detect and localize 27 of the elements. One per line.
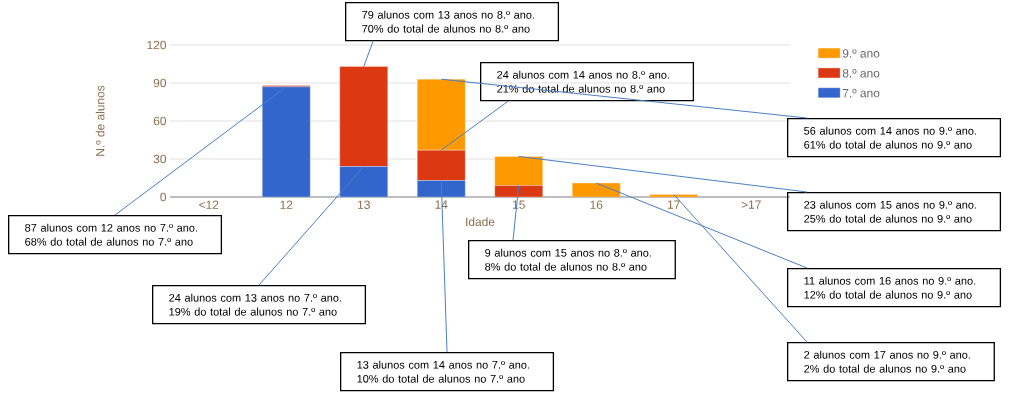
annotation: 56 alunos com 14 anos no 9.º ano. 61% do total de alunos no 9.º ano	[804, 126, 976, 149]
annotation: 79 alunos com 13 anos no 8.º ano. 70% do total de alunos no 8.º ano	[362, 10, 534, 33]
legend-label: 8.º ano	[842, 69, 880, 78]
annotation: 2 alunos com 17 anos no 9.º ano. 2% do total de alunos no 9.º ano	[804, 350, 970, 373]
annotation: 23 alunos com 15 anos no 9.º ano. 25% do total de alunos no 9.º ano	[804, 200, 976, 223]
annotation: 24 alunos com 13 anos no 7.º ano. 19% do total de alunos no 7.º ano	[169, 293, 341, 316]
legend-label: 9.º ano	[842, 49, 880, 58]
annotation: 9 alunos com 15 anos no 8.º ano. 8% do total de alunos no 8.º ano	[485, 248, 651, 271]
y-axis-title: N.º de alunos	[95, 85, 105, 156]
y-tick-label: 90	[153, 78, 167, 88]
x-tick-label: <12	[199, 200, 219, 209]
x-tick-label: 14	[435, 200, 448, 209]
annotation: 24 alunos com 14 anos no 8.º ano. 21% do total de alunos no 8.º ano	[497, 70, 669, 93]
y-tick-label: 120	[147, 40, 167, 50]
annotation: 11 alunos com 16 anos no 9.º ano. 12% do total de alunos no 9.º ano	[804, 276, 976, 299]
y-tick-label: 0	[160, 192, 167, 202]
y-tick-label: 30	[153, 154, 167, 164]
y-tick-label: 60	[153, 116, 167, 126]
annotation: 13 alunos com 14 anos no 7.º ano. 10% do total de alunos no 7.º ano	[357, 360, 529, 383]
x-tick-label: 16	[590, 200, 603, 209]
x-tick-label: 12	[280, 200, 293, 209]
annotation: 87 alunos com 12 anos no 7.º ano. 68% do total de alunos no 7.º ano	[25, 223, 197, 246]
x-tick-label: 13	[358, 200, 370, 209]
x-tick-label: >17	[741, 200, 761, 209]
x-axis-title: Idade	[466, 217, 495, 227]
x-tick-label: 17	[668, 200, 680, 209]
legend-label: 7.º ano	[842, 88, 880, 98]
